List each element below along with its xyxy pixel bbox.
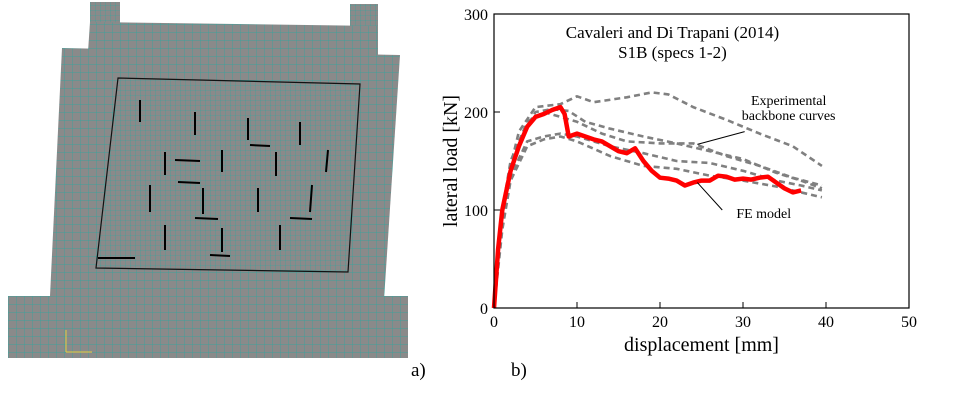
- fe-model-curve: [491, 104, 802, 309]
- top-beam: [88, 22, 378, 56]
- panel-label-a: a): [411, 360, 426, 381]
- plot-lines: [491, 91, 823, 309]
- chart-svg: 0 10 20 30 40 50 0 100 200 300 Cavaleri and Di T…: [440, 7, 917, 356]
- y-tick-label: 0: [480, 301, 488, 318]
- annotation-leaders: [696, 131, 745, 211]
- panel-label-b: b): [511, 360, 527, 381]
- chart-subtitle: S1B (specs 1-2): [618, 43, 727, 62]
- load-displacement-chart: 0 10 20 30 40 50 0 100 200 300 Cavaleri and Di T…: [440, 0, 975, 389]
- experimental-backbone-curve: [492, 135, 823, 309]
- foundation-beam: [8, 296, 408, 358]
- chart-title: Cavaleri and Di Trapani (2014): [566, 23, 779, 42]
- infill-panel: [95, 77, 361, 273]
- top-right-plate: [350, 4, 378, 30]
- y-axis-ticks: 0 100 200 300: [464, 7, 500, 318]
- crack: [249, 144, 271, 147]
- experimental-backbone-curve: [492, 91, 823, 309]
- top-left-plate: [90, 2, 120, 26]
- crack: [289, 217, 313, 220]
- x-tick-label: 0: [490, 314, 498, 331]
- crack: [309, 184, 313, 213]
- annotation-leader-line: [696, 182, 723, 211]
- crack: [325, 149, 329, 173]
- crack: [177, 181, 201, 184]
- x-tick-label: 10: [569, 314, 585, 331]
- crack: [194, 217, 219, 220]
- annotation-fe-model: FE model: [736, 207, 791, 222]
- plot-frame: [493, 13, 910, 309]
- y-tick-label: 100: [464, 203, 488, 220]
- x-tick-label: 20: [652, 314, 668, 331]
- fe-mesh-image: [8, 2, 408, 358]
- y-tick-label: 300: [464, 7, 488, 24]
- crack: [209, 254, 231, 257]
- crack: [174, 159, 201, 162]
- x-axis-label: displacement [mm]: [624, 334, 779, 356]
- x-tick-label: 50: [901, 314, 917, 331]
- y-tick-label: 200: [464, 105, 488, 122]
- x-axis-ticks: 0 10 20 30 40 50: [490, 302, 917, 331]
- annotation-backbone-curves: backbone curves: [742, 109, 836, 124]
- annotation-experimental: Experimental: [751, 94, 827, 109]
- crack-pattern: [98, 100, 329, 259]
- x-tick-label: 30: [735, 314, 751, 331]
- x-tick-label: 40: [818, 314, 834, 331]
- annotation-leader-line: [697, 131, 745, 145]
- y-axis-label: lateral load [kN]: [440, 95, 462, 227]
- fe-mesh-panel: [0, 0, 440, 389]
